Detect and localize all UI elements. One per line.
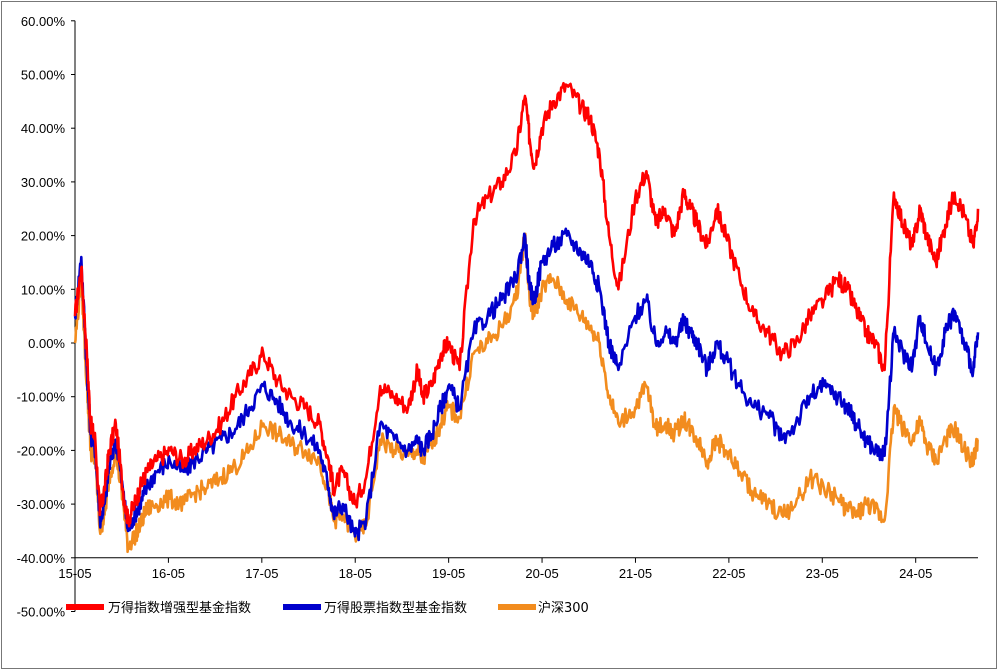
y-tick-label: 60.00% <box>21 14 66 29</box>
y-tick-label: 30.00% <box>21 175 66 190</box>
y-tick-label: 20.00% <box>21 229 66 244</box>
x-tick-label: 18-05 <box>339 566 372 581</box>
series-line-1 <box>73 227 980 542</box>
y-tick-label: 50.00% <box>21 68 66 83</box>
y-tick-label: -40.00% <box>17 551 66 566</box>
x-tick-label: 24-05 <box>899 566 932 581</box>
legend-label-0: 万得指数增强型基金指数 <box>108 600 251 616</box>
x-tick-label: 15-05 <box>58 566 91 581</box>
series-line-0 <box>73 81 980 528</box>
x-tick-label: 17-05 <box>245 566 278 581</box>
y-tick-label: -10.00% <box>17 390 66 405</box>
y-tick-label: -30.00% <box>17 497 66 512</box>
y-tick-label: -50.00% <box>17 605 66 620</box>
legend-label-1: 万得股票指数型基金指数 <box>324 600 467 616</box>
y-tick-label: 0.00% <box>28 336 65 351</box>
y-tick-label: 10.00% <box>21 282 66 297</box>
y-tick-label: -20.00% <box>17 443 66 458</box>
x-tick-label: 22-05 <box>712 566 745 581</box>
legend-label-2: 沪深300 <box>538 600 589 616</box>
x-tick-label: 23-05 <box>806 566 839 581</box>
x-tick-label: 16-05 <box>152 566 185 581</box>
x-tick-label: 21-05 <box>619 566 652 581</box>
x-tick-label: 20-05 <box>525 566 558 581</box>
y-tick-label: 40.00% <box>21 121 66 136</box>
x-tick-label: 19-05 <box>432 566 465 581</box>
